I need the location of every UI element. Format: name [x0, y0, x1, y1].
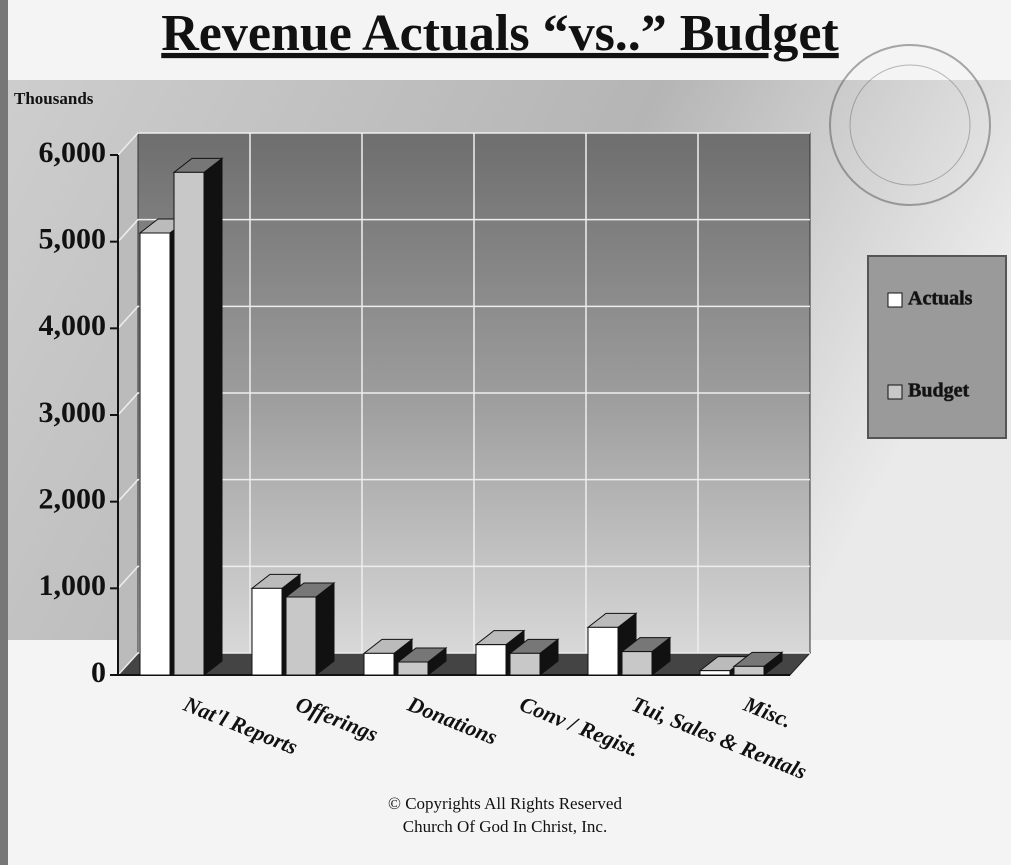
bar-side [203, 157, 223, 677]
grid-line [117, 132, 810, 156]
y-tick-label: 3,000 [39, 396, 107, 429]
bar [251, 587, 283, 676]
grid-line [117, 652, 810, 676]
grid-line [117, 305, 810, 329]
copyright-line: Church Of God In Christ, Inc. [403, 817, 607, 836]
y-tick-label: 2,000 [39, 483, 107, 516]
bar [397, 661, 429, 676]
y-axis-label: Thousands [14, 89, 94, 108]
y-tick-label: 5,000 [39, 223, 107, 256]
y-tick-label: 6,000 [39, 136, 107, 169]
bar [285, 596, 317, 676]
y-tick-label: 1,000 [39, 569, 107, 602]
grid-line [117, 392, 810, 416]
bar-side [315, 581, 335, 677]
bar [173, 171, 205, 676]
legend-box [867, 255, 1007, 439]
legend-label: Actuals [908, 288, 973, 310]
bar [139, 232, 171, 676]
legend-swatch [887, 384, 903, 400]
legend-swatch [887, 292, 903, 308]
legend-label: Budget [908, 380, 969, 402]
grid-line [117, 218, 810, 243]
y-tick-label: 4,000 [39, 309, 107, 342]
y-tick-label: 0 [91, 656, 106, 689]
bar [699, 670, 731, 676]
bar [621, 651, 653, 676]
chart-title: Revenue Actuals “vs..” Budget [161, 5, 839, 62]
bar [363, 652, 395, 676]
seal [829, 44, 991, 206]
grid-line [117, 478, 810, 503]
bar [509, 652, 541, 676]
grid-line [117, 565, 810, 589]
copyright-line: © Copyrights All Rights Reserved [388, 794, 622, 813]
seal-inner [849, 64, 971, 186]
bar [733, 665, 765, 676]
scan-edge [0, 0, 8, 865]
bar [587, 626, 619, 676]
bar [475, 644, 507, 676]
